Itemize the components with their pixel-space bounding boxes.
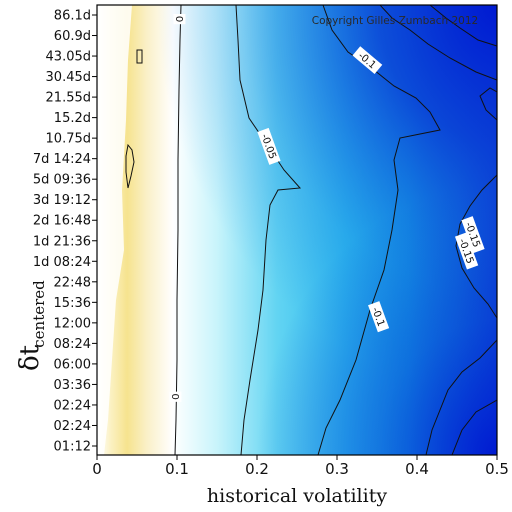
contour-label-box: [257, 127, 281, 165]
contour-label-box: [454, 232, 479, 270]
y-tick-label: 5d 09:36: [33, 173, 91, 188]
y-tick-label: 43.05d: [46, 50, 91, 65]
y-tick-label: 08:24: [54, 337, 91, 352]
contour-loop-small: [136, 49, 143, 64]
x-tick-label: 0.2: [245, 460, 269, 478]
y-tick-label: 21.55d: [46, 91, 91, 106]
x-tick-label: 0: [92, 460, 102, 478]
contour-loop-tall: [125, 143, 135, 189]
contour-neg02-c: [479, 87, 497, 121]
y-tick-label: 2d 16:48: [33, 214, 91, 229]
y-tick-label: 7d 14:24: [33, 152, 91, 167]
contour-label: 0: [169, 391, 182, 402]
contour-label-text: 0: [169, 394, 180, 400]
contour-lines: [125, 5, 497, 455]
contour-label-box: [173, 14, 186, 25]
contour-neg015-c: [425, 339, 497, 455]
contour-neg015-a: [379, 5, 497, 81]
y-axis-label-group: δt centered: [15, 280, 48, 371]
y-tick-label: 02:24: [54, 419, 91, 434]
x-tick-label: 0.5: [485, 460, 509, 478]
plot-frame: [96, 4, 498, 456]
copyright-annotation: Copyright Gilles Zumbach 2012: [312, 15, 478, 27]
x-tick-label: 0.4: [405, 460, 429, 478]
x-axis-label: historical volatility: [207, 485, 387, 507]
y-tick-label: 03:36: [54, 378, 91, 393]
y-tick-label: 22:48: [54, 275, 91, 290]
heatmap-field: [97, 5, 497, 455]
y-tick-label: 3d 19:12: [33, 193, 91, 208]
y-tick-label: 15.2d: [54, 111, 91, 126]
contour-neg02-b: [451, 399, 497, 455]
y-tick-label: 1d 21:36: [33, 234, 91, 249]
y-tick-label: 15:36: [54, 296, 91, 311]
contour-label-box: [368, 301, 390, 333]
y-tick-label: 30.45d: [46, 70, 91, 85]
contour-label-box: [169, 391, 182, 402]
x-axis: 0 0.1 0.2 0.3 0.4 0.5: [92, 455, 509, 478]
x-tick-label: 0.3: [325, 460, 349, 478]
contour-labels: 00-0.05-0.1-0.1-0.15-0.15: [169, 14, 485, 402]
y-axis-label-subscript: centered: [30, 280, 48, 348]
contour-neg02: [429, 5, 497, 47]
contour-neg005: [235, 5, 302, 455]
y-axis-label: δt: [15, 344, 45, 371]
contour-label-box: [352, 46, 383, 75]
y-tick-label: 60.9d: [54, 29, 91, 44]
y-tick-label: 1d 08:24: [33, 255, 91, 270]
y-tick-label: 10.75d: [46, 132, 91, 147]
y-tick-label: 02:24: [54, 398, 91, 413]
contour-label-text: 0: [173, 16, 184, 22]
y-tick-label: 01:12: [54, 440, 91, 455]
contour-label-box: [461, 216, 485, 254]
y-tick-label: 12:00: [54, 316, 91, 331]
y-tick-label: 06:00: [54, 357, 91, 372]
x-tick-label: 0.1: [165, 460, 189, 478]
y-tick-label: 86.1d: [54, 9, 91, 24]
contour-label: 0: [173, 14, 186, 25]
y-axis: 01:12 02:24 02:24 03:36 06:00 08:24 12:00 15:36…: [33, 9, 97, 455]
contour-neg015-b: [455, 174, 497, 319]
